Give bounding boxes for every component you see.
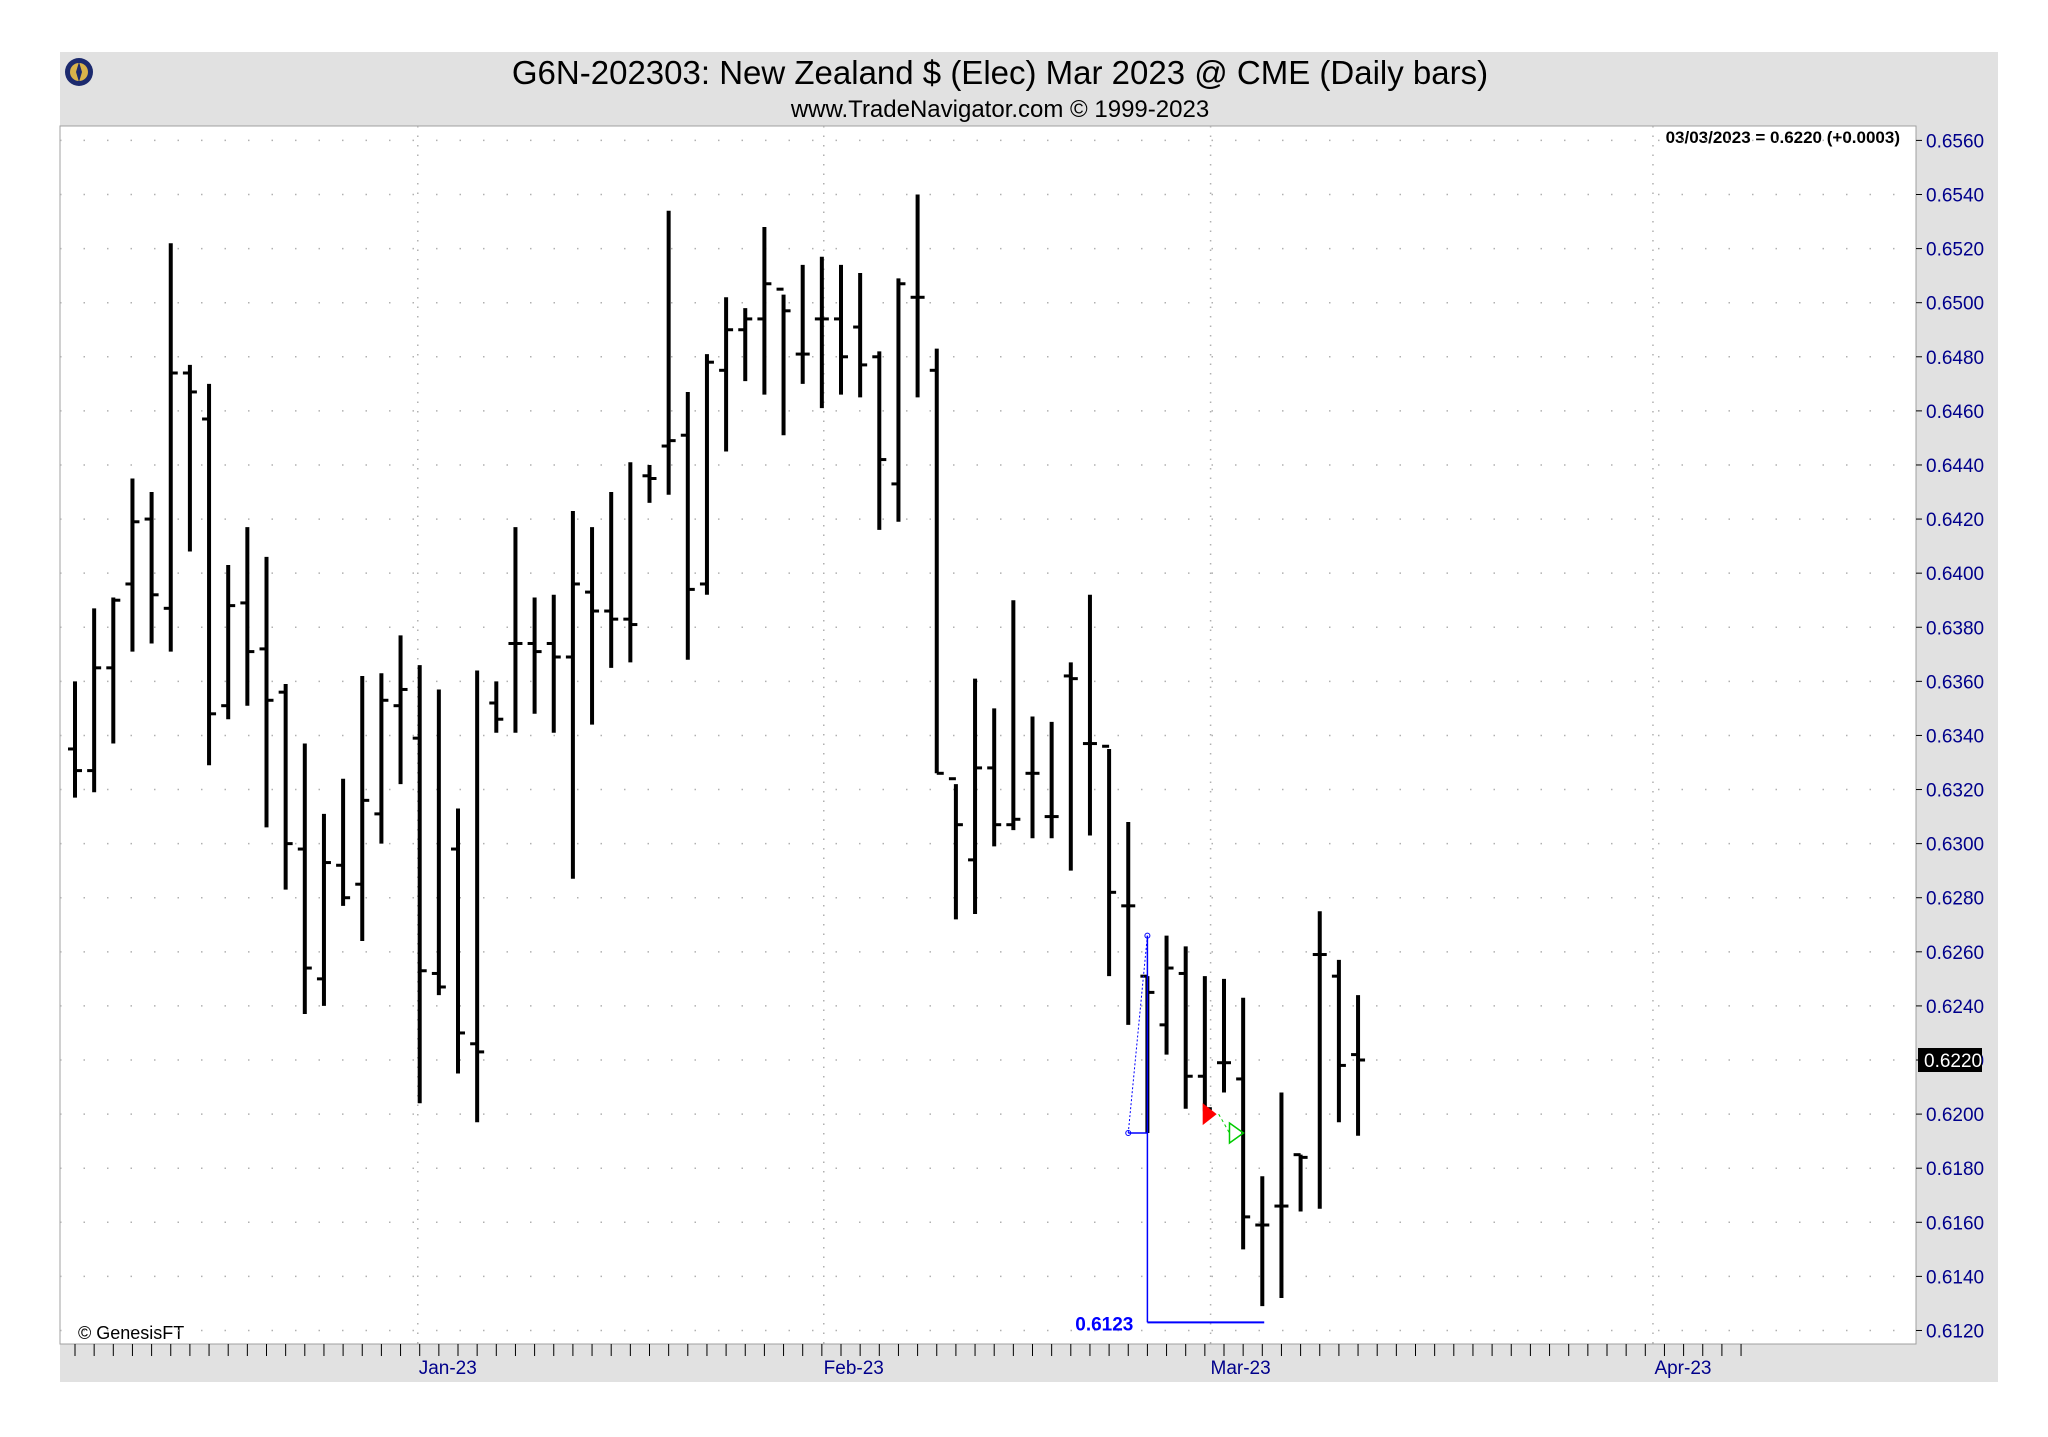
x-tick-label: Apr-23 — [1654, 1358, 1711, 1379]
x-axis: Jan-23 Feb-23 Mar-23 Apr-23 — [74, 1344, 1742, 1379]
signal-connector — [1218, 1113, 1230, 1134]
last-price-box — [1918, 1048, 1982, 1073]
y-tick-label: 0.6440 — [1926, 456, 1984, 477]
right-axis-band — [1916, 126, 1998, 1344]
annotations: 0.6123 — [1075, 932, 1265, 1335]
x-tick-label: Feb-23 — [824, 1358, 884, 1379]
low-value-label: 0.6123 — [1075, 1314, 1133, 1335]
x-tick-label: Mar-23 — [1211, 1358, 1271, 1379]
y-axis: 0.6560 0.6540 0.6520 0.6500 0.6480 0.6460 0.64… — [1916, 131, 1984, 1342]
measure-point — [1144, 932, 1151, 939]
measure-line — [1127, 935, 1148, 1134]
y-tick-label: 0.6540 — [1926, 186, 1984, 207]
measure-point — [1125, 1130, 1132, 1137]
last-price-label: 0.6220 — [1924, 1051, 1982, 1072]
y-tick-label: 0.6500 — [1926, 294, 1984, 315]
target-marker-icon — [1228, 1121, 1245, 1145]
y-tick-label: 0.6420 — [1926, 510, 1984, 531]
y-tick-label: 0.6480 — [1926, 348, 1984, 369]
last-value-label: 03/03/2023 = 0.6220 (+0.0003) — [1666, 128, 1900, 147]
y-tick-label: 0.6200 — [1926, 1105, 1984, 1126]
y-tick-label: 0.6520 — [1926, 240, 1984, 261]
credit-label: © GenesisFT — [78, 1323, 184, 1343]
y-tick-label: 0.6460 — [1926, 402, 1984, 423]
y-tick-label: 0.6360 — [1926, 672, 1984, 693]
y-tick-label: 0.6240 — [1926, 997, 1984, 1018]
plot-area — [59, 125, 1917, 1345]
y-tick-label: 0.6120 — [1926, 1321, 1984, 1342]
sell-marker-icon — [1202, 1103, 1217, 1126]
y-tick-label: 0.6180 — [1926, 1159, 1984, 1180]
y-tick-label: 0.6160 — [1926, 1213, 1984, 1234]
ohlc-bars — [68, 194, 1366, 1307]
y-tick-label: 0.6380 — [1926, 618, 1984, 639]
bottom-axis-band — [60, 1344, 1998, 1382]
y-tick-label: 0.6320 — [1926, 781, 1984, 802]
y-tick-label: 0.6280 — [1926, 889, 1984, 910]
y-tick-label: 0.6300 — [1926, 835, 1984, 856]
chart-subtitle: www.TradeNavigator.com © 1999-2023 — [790, 96, 1209, 123]
compass-rose-logo-icon — [65, 58, 93, 86]
y-tick-label: 0.6400 — [1926, 564, 1984, 585]
header-band — [60, 52, 1998, 126]
x-tick-label: Jan-23 — [419, 1358, 477, 1379]
y-tick-label: 0.6340 — [1926, 726, 1984, 747]
y-tick-label: 0.6140 — [1926, 1267, 1984, 1288]
y-tick-label: 0.6560 — [1926, 131, 1984, 152]
y-tick-label: 0.6260 — [1926, 943, 1984, 964]
chart-title: G6N-202303: New Zealand $ (Elec) Mar 202… — [512, 54, 1488, 91]
